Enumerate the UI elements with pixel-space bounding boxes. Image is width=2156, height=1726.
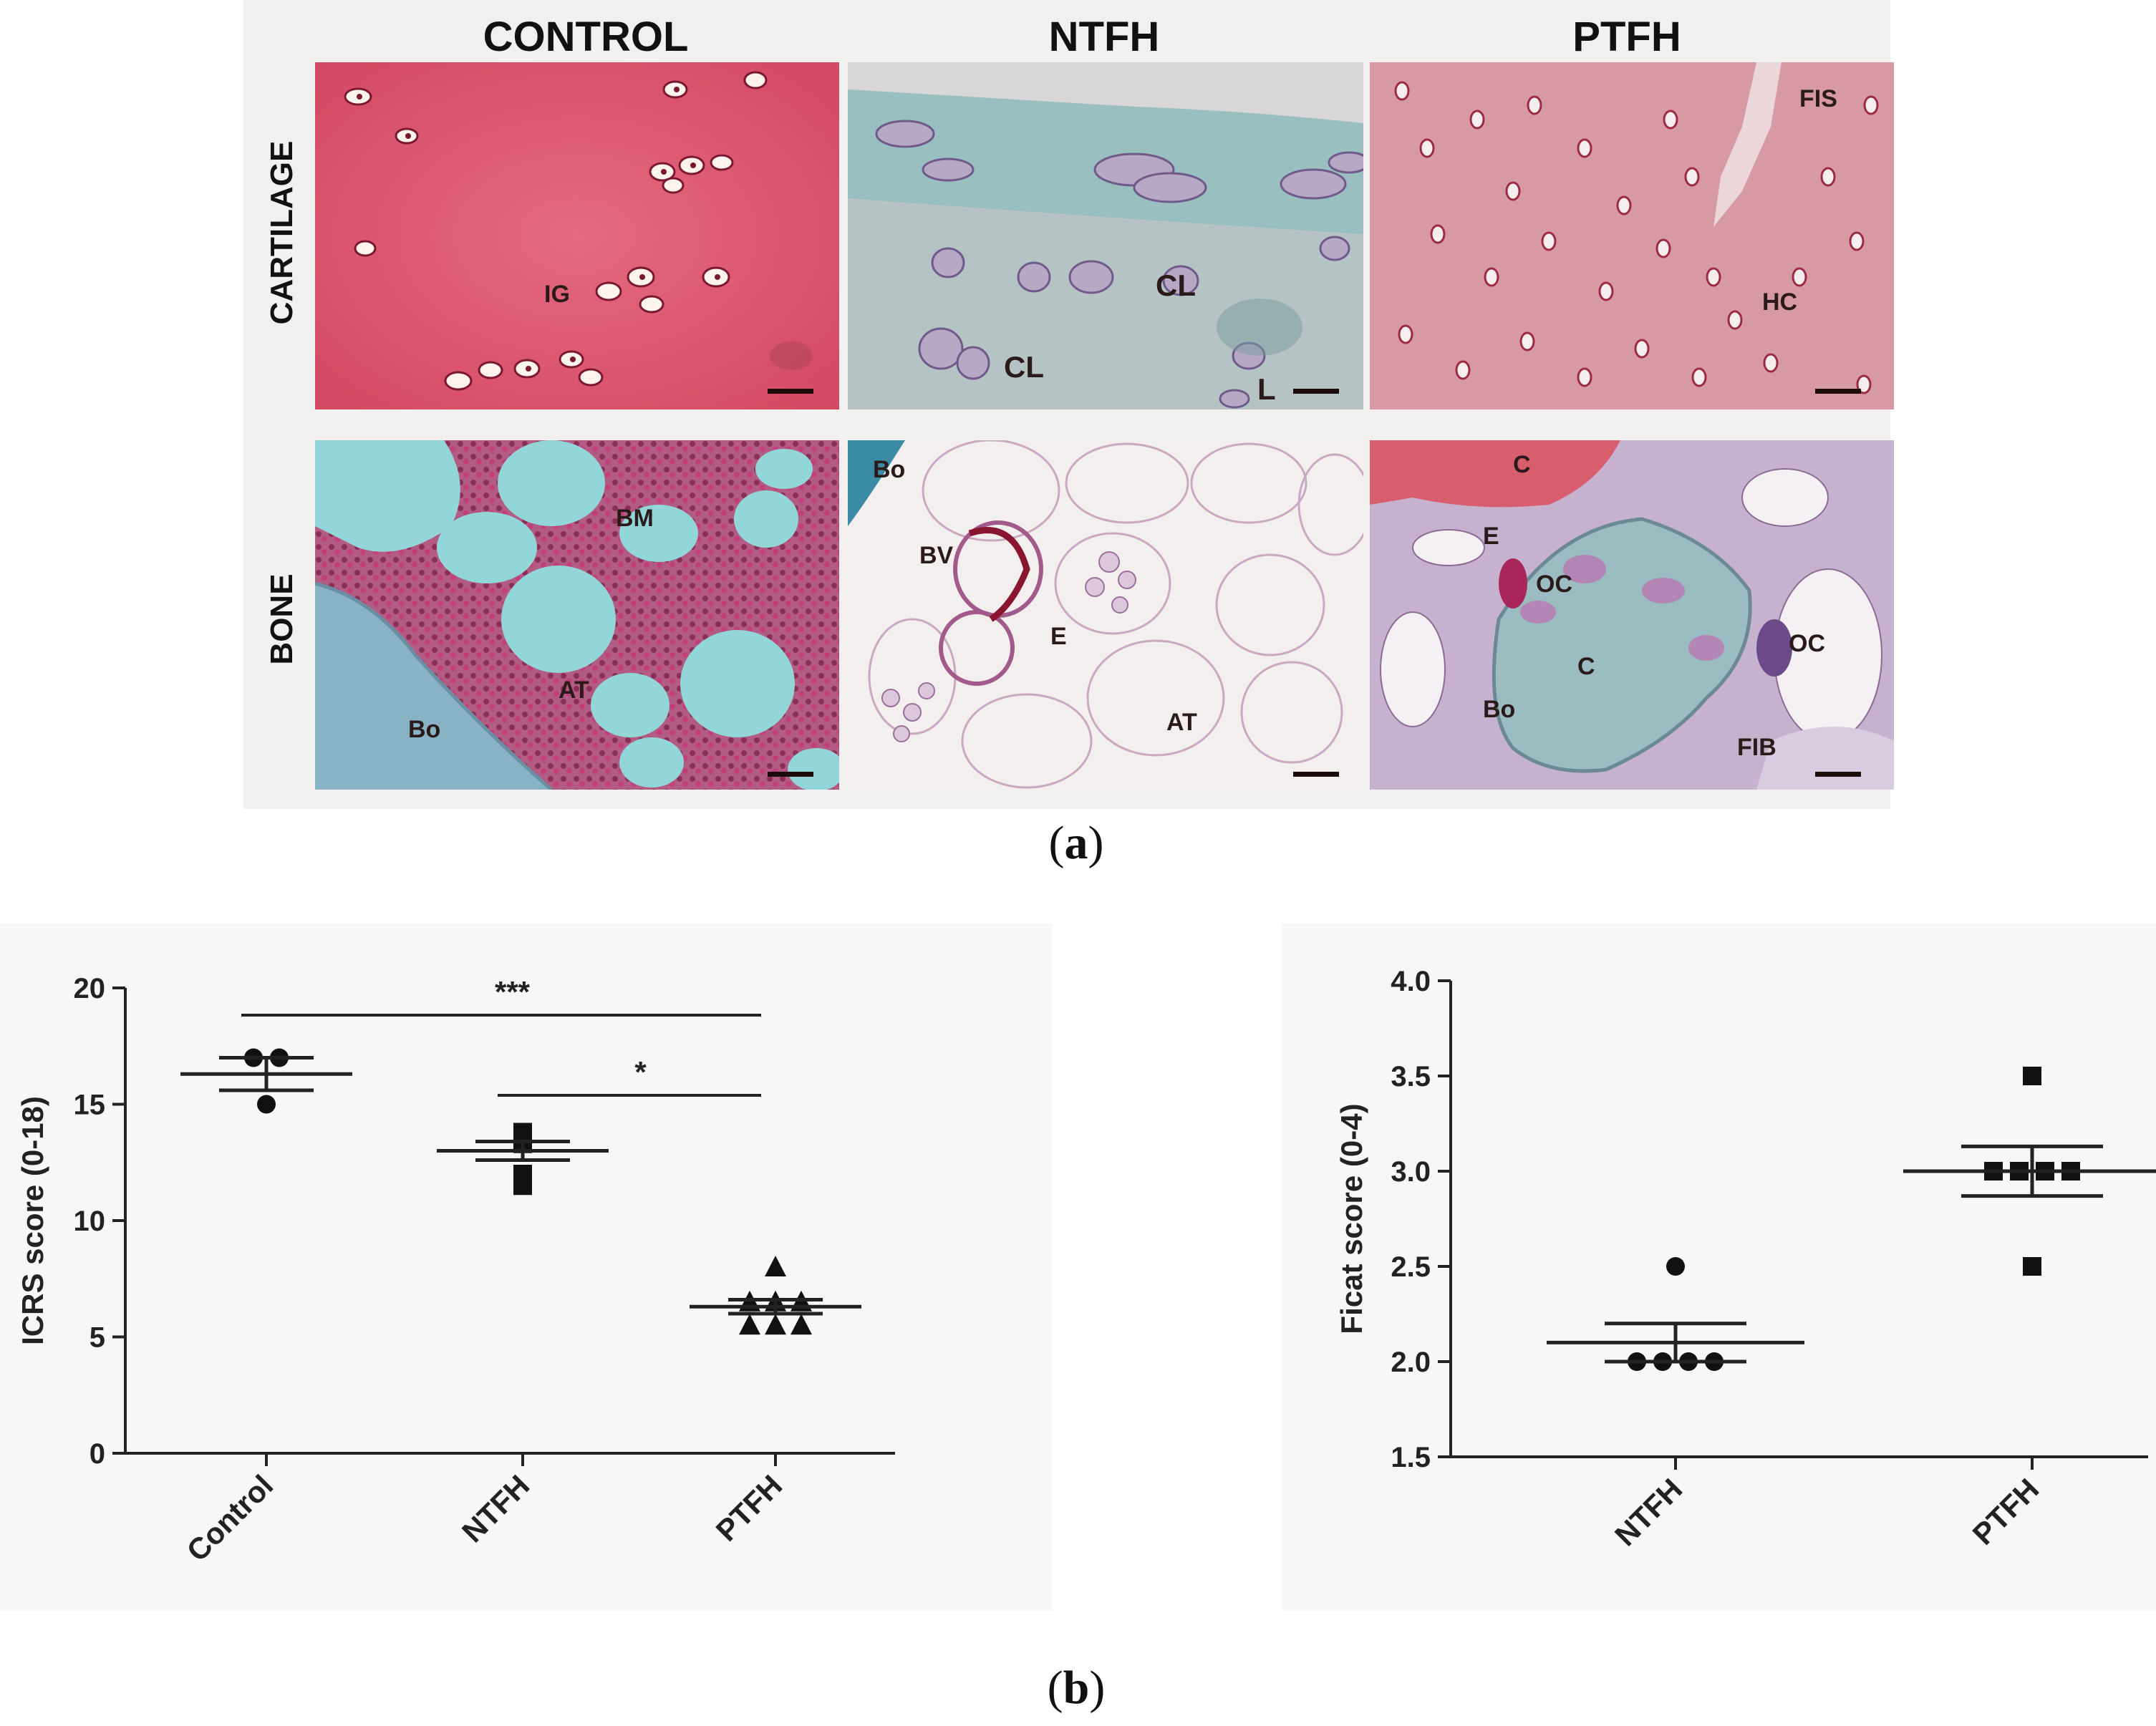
label-c-top: C [1513,451,1531,478]
chart-ficat-svg: 1.5 2.0 2.5 3.0 3.5 4.0 Ficat score (0-4) NTFH P… [1335,966,2156,1553]
data-point-ptfh [765,1256,786,1276]
scale-bar [1293,772,1339,777]
scale-bar [1293,389,1339,394]
caption-a-letter: a [1064,817,1088,869]
data-point-ntfh [513,1123,532,1142]
panel-control-bone: BM AT Bo [315,440,839,790]
significance-label: *** [495,975,531,1009]
data-point-ntfh [513,1176,532,1196]
ntfh-cartilage-image [848,62,1363,409]
data-point-ptfh [2023,1067,2041,1085]
y-axis-label: ICRS score (0-18) [16,1096,49,1345]
panel-ntfh-bone: Bo BV E AT [848,440,1363,790]
caption-b-letter: b [1063,1662,1090,1714]
label-l: L [1257,372,1276,406]
column-title-ptfh: PTFH [1572,14,1681,60]
chart-icrs-svg: 0 5 10 15 20 ICRS score (0-18) Control NTFH PTFH… [16,973,895,1568]
figure-a-histology: CONTROL NTFH PTFH CARTILAGE BONE [243,0,1894,809]
label-oc-right: OC [1789,630,1825,657]
control-bone-image [315,440,839,790]
y-axis-label: Ficat score (0-4) [1335,1103,1368,1334]
row-title-cartilage: CARTILAGE [264,140,299,325]
label-e: E [1483,523,1499,550]
y-tick-label: 3.0 [1391,1156,1431,1188]
label-bm: BM [616,505,654,532]
panel-ptfh-cartilage: FIS HC [1370,62,1894,409]
label-at: AT [559,677,589,704]
column-title-control: CONTROL [483,14,689,60]
label-bo: Bo [1483,696,1516,723]
scale-bar [768,389,813,394]
x-tick-label-control: Control [180,1468,280,1568]
label-fis: FIS [1799,85,1837,112]
y-tick-label: 4.0 [1391,966,1431,997]
y-tick-label: 2.5 [1391,1251,1431,1283]
row-title-bone: BONE [264,573,299,665]
label-cl-2: CL [1156,268,1196,302]
y-tick-label: 10 [74,1206,106,1237]
panel-ntfh-cartilage: CL CL L [848,62,1363,409]
y-tick-label: 3.5 [1391,1061,1431,1092]
chart-icrs-background [0,923,1053,1611]
scale-bar [768,772,813,777]
scale-bar [1815,772,1861,777]
label-fib: FIB [1737,734,1776,761]
panel-ptfh-bone: C E OC C Bo OC FIB [1370,440,1894,790]
data-point-ptfh [2023,1257,2041,1276]
ptfh-cartilage-image [1370,62,1894,409]
label-ig: IG [544,281,570,308]
control-cartilage-image [315,62,839,409]
y-tick-label: 15 [74,1090,106,1121]
ptfh-bone-image [1370,440,1894,790]
label-bo: Bo [408,716,441,743]
label-bo: Bo [873,456,906,483]
data-point-ptfh [739,1314,760,1335]
caption-a: (a) [1048,817,1104,869]
label-bv: BV [919,542,954,569]
significance-label: * [634,1055,647,1089]
y-tick-label: 2.0 [1391,1347,1431,1378]
scale-bar [1815,389,1861,394]
y-tick-label: 1.5 [1391,1442,1431,1473]
y-tick-label: 5 [90,1322,105,1354]
x-tick-label-ptfh: PTFH [710,1468,789,1548]
label-cl-1: CL [1004,350,1044,384]
data-point-ptfh [791,1314,812,1335]
y-tick-label: 20 [74,973,106,1004]
label-hc: HC [1762,289,1798,316]
label-e: E [1050,623,1067,650]
x-tick-label-ptfh: PTFH [1966,1472,2046,1551]
x-tick-label-ntfh: NTFH [455,1468,536,1548]
label-c-middle: C [1577,653,1595,680]
data-point-ntfh [1666,1257,1685,1276]
y-tick-label: 0 [90,1438,105,1470]
chart-ficat-background [1282,923,2156,1611]
data-point-ptfh [765,1314,786,1335]
panel-control-cartilage: IG [315,62,839,409]
data-point-control [257,1095,276,1114]
x-tick-label-ntfh: NTFH [1608,1472,1688,1552]
ntfh-bone-image [848,440,1363,790]
label-oc-left: OC [1536,571,1572,598]
label-at: AT [1166,709,1197,736]
column-title-ntfh: NTFH [1048,14,1160,60]
caption-b: (b) [1047,1662,1106,1714]
